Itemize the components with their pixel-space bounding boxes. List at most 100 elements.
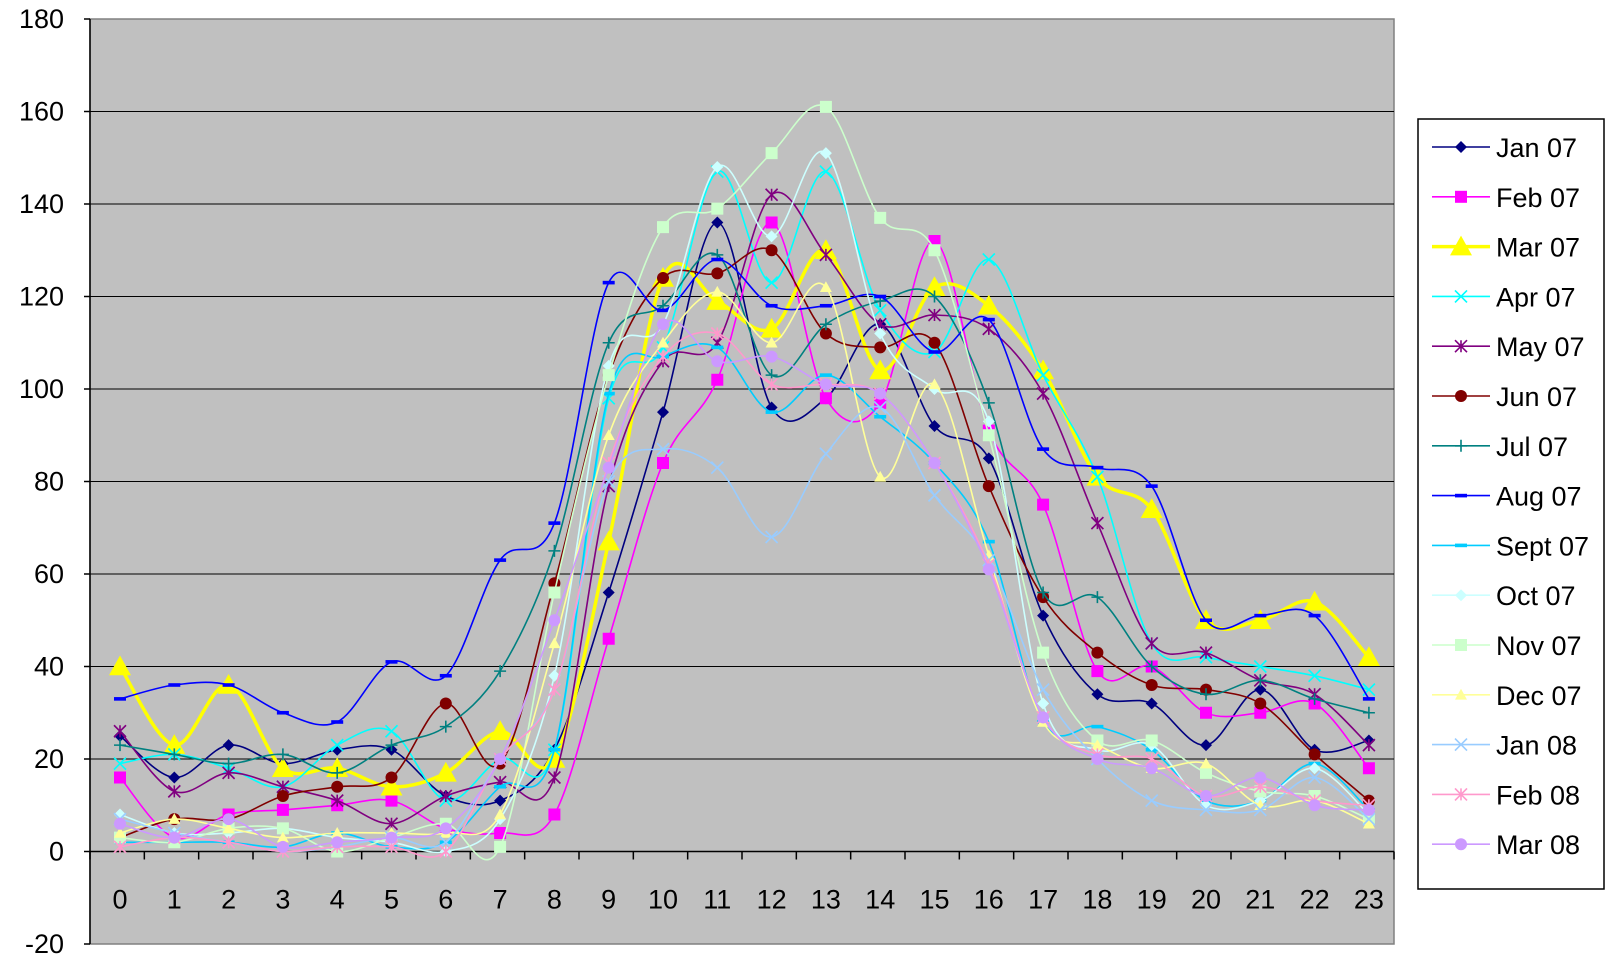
data-point — [547, 683, 561, 697]
data-point — [927, 308, 942, 322]
series-nov-07 — [114, 100, 1375, 861]
data-point — [819, 100, 832, 113]
data-point — [439, 835, 453, 849]
data-point — [711, 257, 724, 262]
data-point — [874, 211, 887, 224]
data-point — [819, 373, 832, 377]
data-point — [1199, 803, 1213, 817]
data-point — [819, 165, 833, 179]
data-point — [439, 789, 453, 803]
data-point — [1308, 770, 1322, 785]
data-point — [819, 303, 832, 308]
data-point — [710, 326, 724, 341]
x-tick-label: 1 — [167, 885, 182, 915]
legend-label: Mar 07 — [1496, 233, 1580, 263]
data-point — [114, 771, 126, 784]
data-point — [1308, 692, 1321, 705]
data-point — [548, 614, 561, 627]
series-line — [119, 104, 1370, 861]
data-point — [874, 327, 887, 340]
data-point — [1032, 359, 1055, 380]
data-point — [1362, 812, 1376, 826]
data-point — [765, 530, 779, 544]
data-point — [982, 563, 995, 576]
data-point — [494, 808, 507, 820]
data-point — [276, 748, 289, 761]
series-mar-07 — [109, 239, 1380, 796]
data-point — [1037, 646, 1050, 659]
data-point — [765, 410, 778, 414]
legend-label: Feb 07 — [1496, 183, 1580, 213]
series-aug-07 — [114, 257, 1375, 726]
legend-label: Jan 08 — [1496, 731, 1577, 761]
x-tick-label: 6 — [438, 885, 453, 915]
data-point — [168, 831, 181, 844]
data-point — [1145, 762, 1158, 775]
data-point — [1091, 646, 1104, 659]
data-point — [1200, 799, 1212, 812]
legend-marker — [1455, 543, 1467, 548]
legend-marker — [1450, 235, 1472, 256]
x-tick-label: 10 — [648, 885, 678, 915]
data-point — [168, 683, 181, 687]
x-tick-label: 14 — [865, 885, 895, 915]
data-point — [657, 221, 669, 234]
x-tick-label: 3 — [275, 885, 290, 915]
data-point — [982, 539, 995, 544]
data-point — [982, 429, 995, 442]
legend-marker — [1455, 141, 1467, 153]
data-point — [1145, 484, 1158, 488]
data-point — [765, 147, 778, 160]
data-point — [548, 747, 561, 752]
data-point — [711, 216, 724, 229]
data-point — [1090, 516, 1104, 530]
data-point — [276, 822, 289, 835]
data-point — [494, 665, 507, 678]
data-point — [657, 406, 669, 419]
data-point — [384, 724, 399, 738]
data-point — [113, 757, 127, 771]
data-point — [1362, 803, 1375, 816]
data-point — [331, 780, 344, 793]
data-point — [113, 724, 127, 738]
series-line — [119, 331, 1369, 858]
data-point — [1037, 609, 1050, 622]
data-point — [1253, 659, 1267, 674]
data-point — [439, 673, 452, 678]
data-point — [1036, 683, 1050, 697]
data-point — [494, 784, 507, 789]
y-tick-label: 40 — [34, 652, 64, 682]
legend-label: Dec 07 — [1496, 681, 1582, 711]
legend-marker — [1455, 493, 1467, 498]
x-tick-label: 13 — [811, 885, 841, 915]
data-point — [222, 757, 235, 770]
y-tick-label: 80 — [34, 467, 64, 497]
data-point — [819, 392, 832, 405]
data-point — [114, 817, 126, 830]
data-point — [819, 318, 832, 331]
data-point — [928, 420, 941, 432]
data-point — [222, 835, 236, 849]
data-point — [1037, 447, 1050, 451]
data-point — [765, 230, 778, 243]
data-point — [602, 336, 615, 349]
data-point — [276, 803, 289, 816]
data-point — [167, 784, 181, 798]
series-line — [119, 191, 1370, 825]
data-point — [765, 188, 779, 202]
data-point — [1254, 771, 1267, 784]
data-point — [711, 202, 724, 215]
x-tick-label: 22 — [1300, 885, 1330, 915]
data-point — [548, 808, 561, 821]
data-point — [494, 827, 507, 839]
data-point — [874, 341, 887, 354]
data-point — [873, 400, 887, 415]
data-point — [602, 369, 615, 382]
data-point — [1357, 646, 1380, 667]
y-tick-label: 60 — [34, 559, 64, 589]
series-mar-08 — [114, 318, 1375, 853]
data-point — [1303, 590, 1326, 611]
x-tick-label: 20 — [1191, 885, 1221, 915]
data-point — [1145, 794, 1159, 808]
data-point — [1253, 803, 1267, 817]
